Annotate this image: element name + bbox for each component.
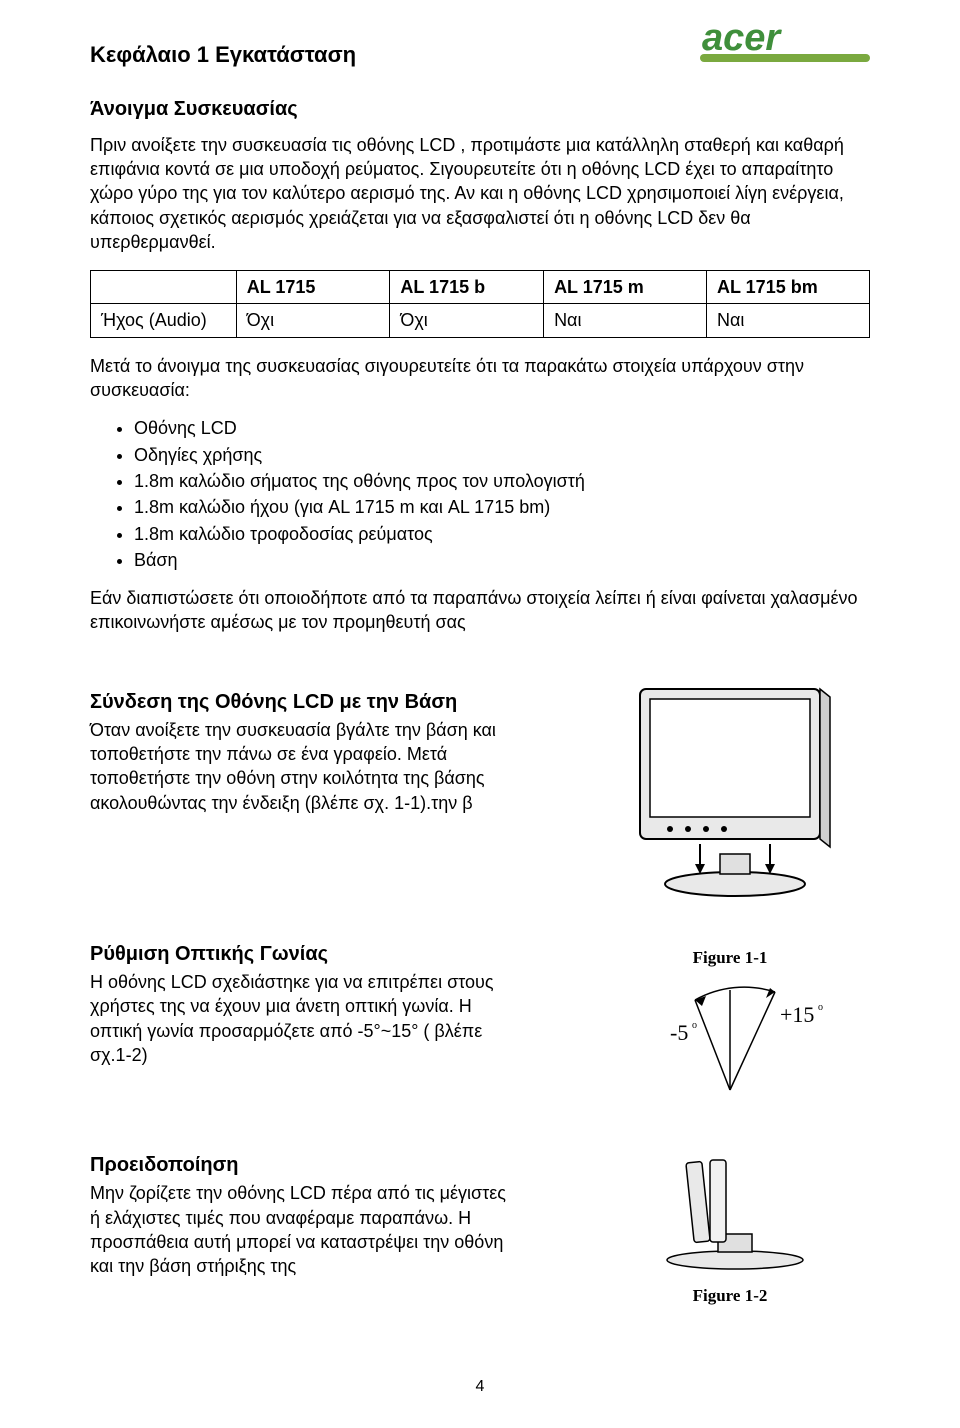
svg-text:acer: acer	[702, 18, 782, 59]
page-number: 4	[0, 1376, 960, 1398]
row-audio-c4: Ναι	[707, 304, 870, 337]
section-open-para: Πριν ανοίξετε την συσκευασία τις οθόνης …	[90, 133, 870, 254]
figure-1-2	[600, 1152, 860, 1272]
contents-intro: Μετά το άνοιγμα της συσκευασίας σιγουρευ…	[90, 354, 870, 403]
section-stand-title: Σύνδεση της Οθόνης LCD με την Βάση	[90, 689, 520, 716]
section-angle-body: Η οθόνης LCD σχεδιάστηκε για να επιτρέπε…	[90, 970, 520, 1067]
section-warn-body: Μην ζορίζετε την οθόνης LCD πέρα από τις…	[90, 1181, 520, 1278]
list-item: Βάση	[134, 548, 870, 572]
section-stand-body: Όταν ανοίξετε την συσκευασία βγάλτε την …	[90, 718, 520, 815]
row-audio-c3: Ναι	[544, 304, 707, 337]
figure-1-1-label: Figure 1-1	[590, 947, 870, 970]
row-audio-c2: Όχι	[390, 304, 544, 337]
figure-1-1	[590, 679, 870, 905]
list-item: Οθόνης LCD	[134, 416, 870, 440]
audio-table: AL 1715 AL 1715 b AL 1715 m AL 1715 bm Ή…	[90, 270, 870, 338]
contents-list: Οθόνης LCD Οδηγίες χρήσης 1.8m καλώδιο σ…	[90, 416, 870, 572]
list-item: Οδηγίες χρήσης	[134, 443, 870, 467]
svg-text:ο: ο	[818, 1002, 823, 1013]
svg-text:-5: -5	[670, 1020, 688, 1045]
th-blank	[91, 271, 237, 304]
figure-1-2-top: -5 ο +15 ο	[600, 970, 860, 1110]
row-audio-c1: Όχι	[236, 304, 390, 337]
list-item: 1.8m καλώδιο τροφοδοσίας ρεύματος	[134, 522, 870, 546]
figure-1-2-label: Figure 1-2	[590, 1285, 870, 1308]
svg-text:ο: ο	[692, 1020, 697, 1031]
section-angle-title: Ρύθμιση Οπτικής Γωνίας	[90, 941, 520, 968]
th-al1715b: AL 1715 b	[390, 271, 544, 304]
list-item: 1.8m καλώδιο ήχου (για AL 1715 m και AL …	[134, 495, 870, 519]
th-al1715bm: AL 1715 bm	[707, 271, 870, 304]
section-open-title: Άνοιγμα Συσκευασίας	[90, 96, 870, 123]
contents-outro: Εάν διαπιστώσετε ότι οποιοδήποτε από τα …	[90, 586, 870, 635]
svg-text:+15: +15	[780, 1002, 814, 1027]
list-item: 1.8m καλώδιο σήματος της οθόνης προς τον…	[134, 469, 870, 493]
th-al1715m: AL 1715 m	[544, 271, 707, 304]
acer-logo: acer	[700, 18, 870, 68]
row-audio-label: Ήχος (Audio)	[91, 304, 237, 337]
section-warn-title: Προειδοποίηση	[90, 1152, 520, 1179]
th-al1715: AL 1715	[236, 271, 390, 304]
